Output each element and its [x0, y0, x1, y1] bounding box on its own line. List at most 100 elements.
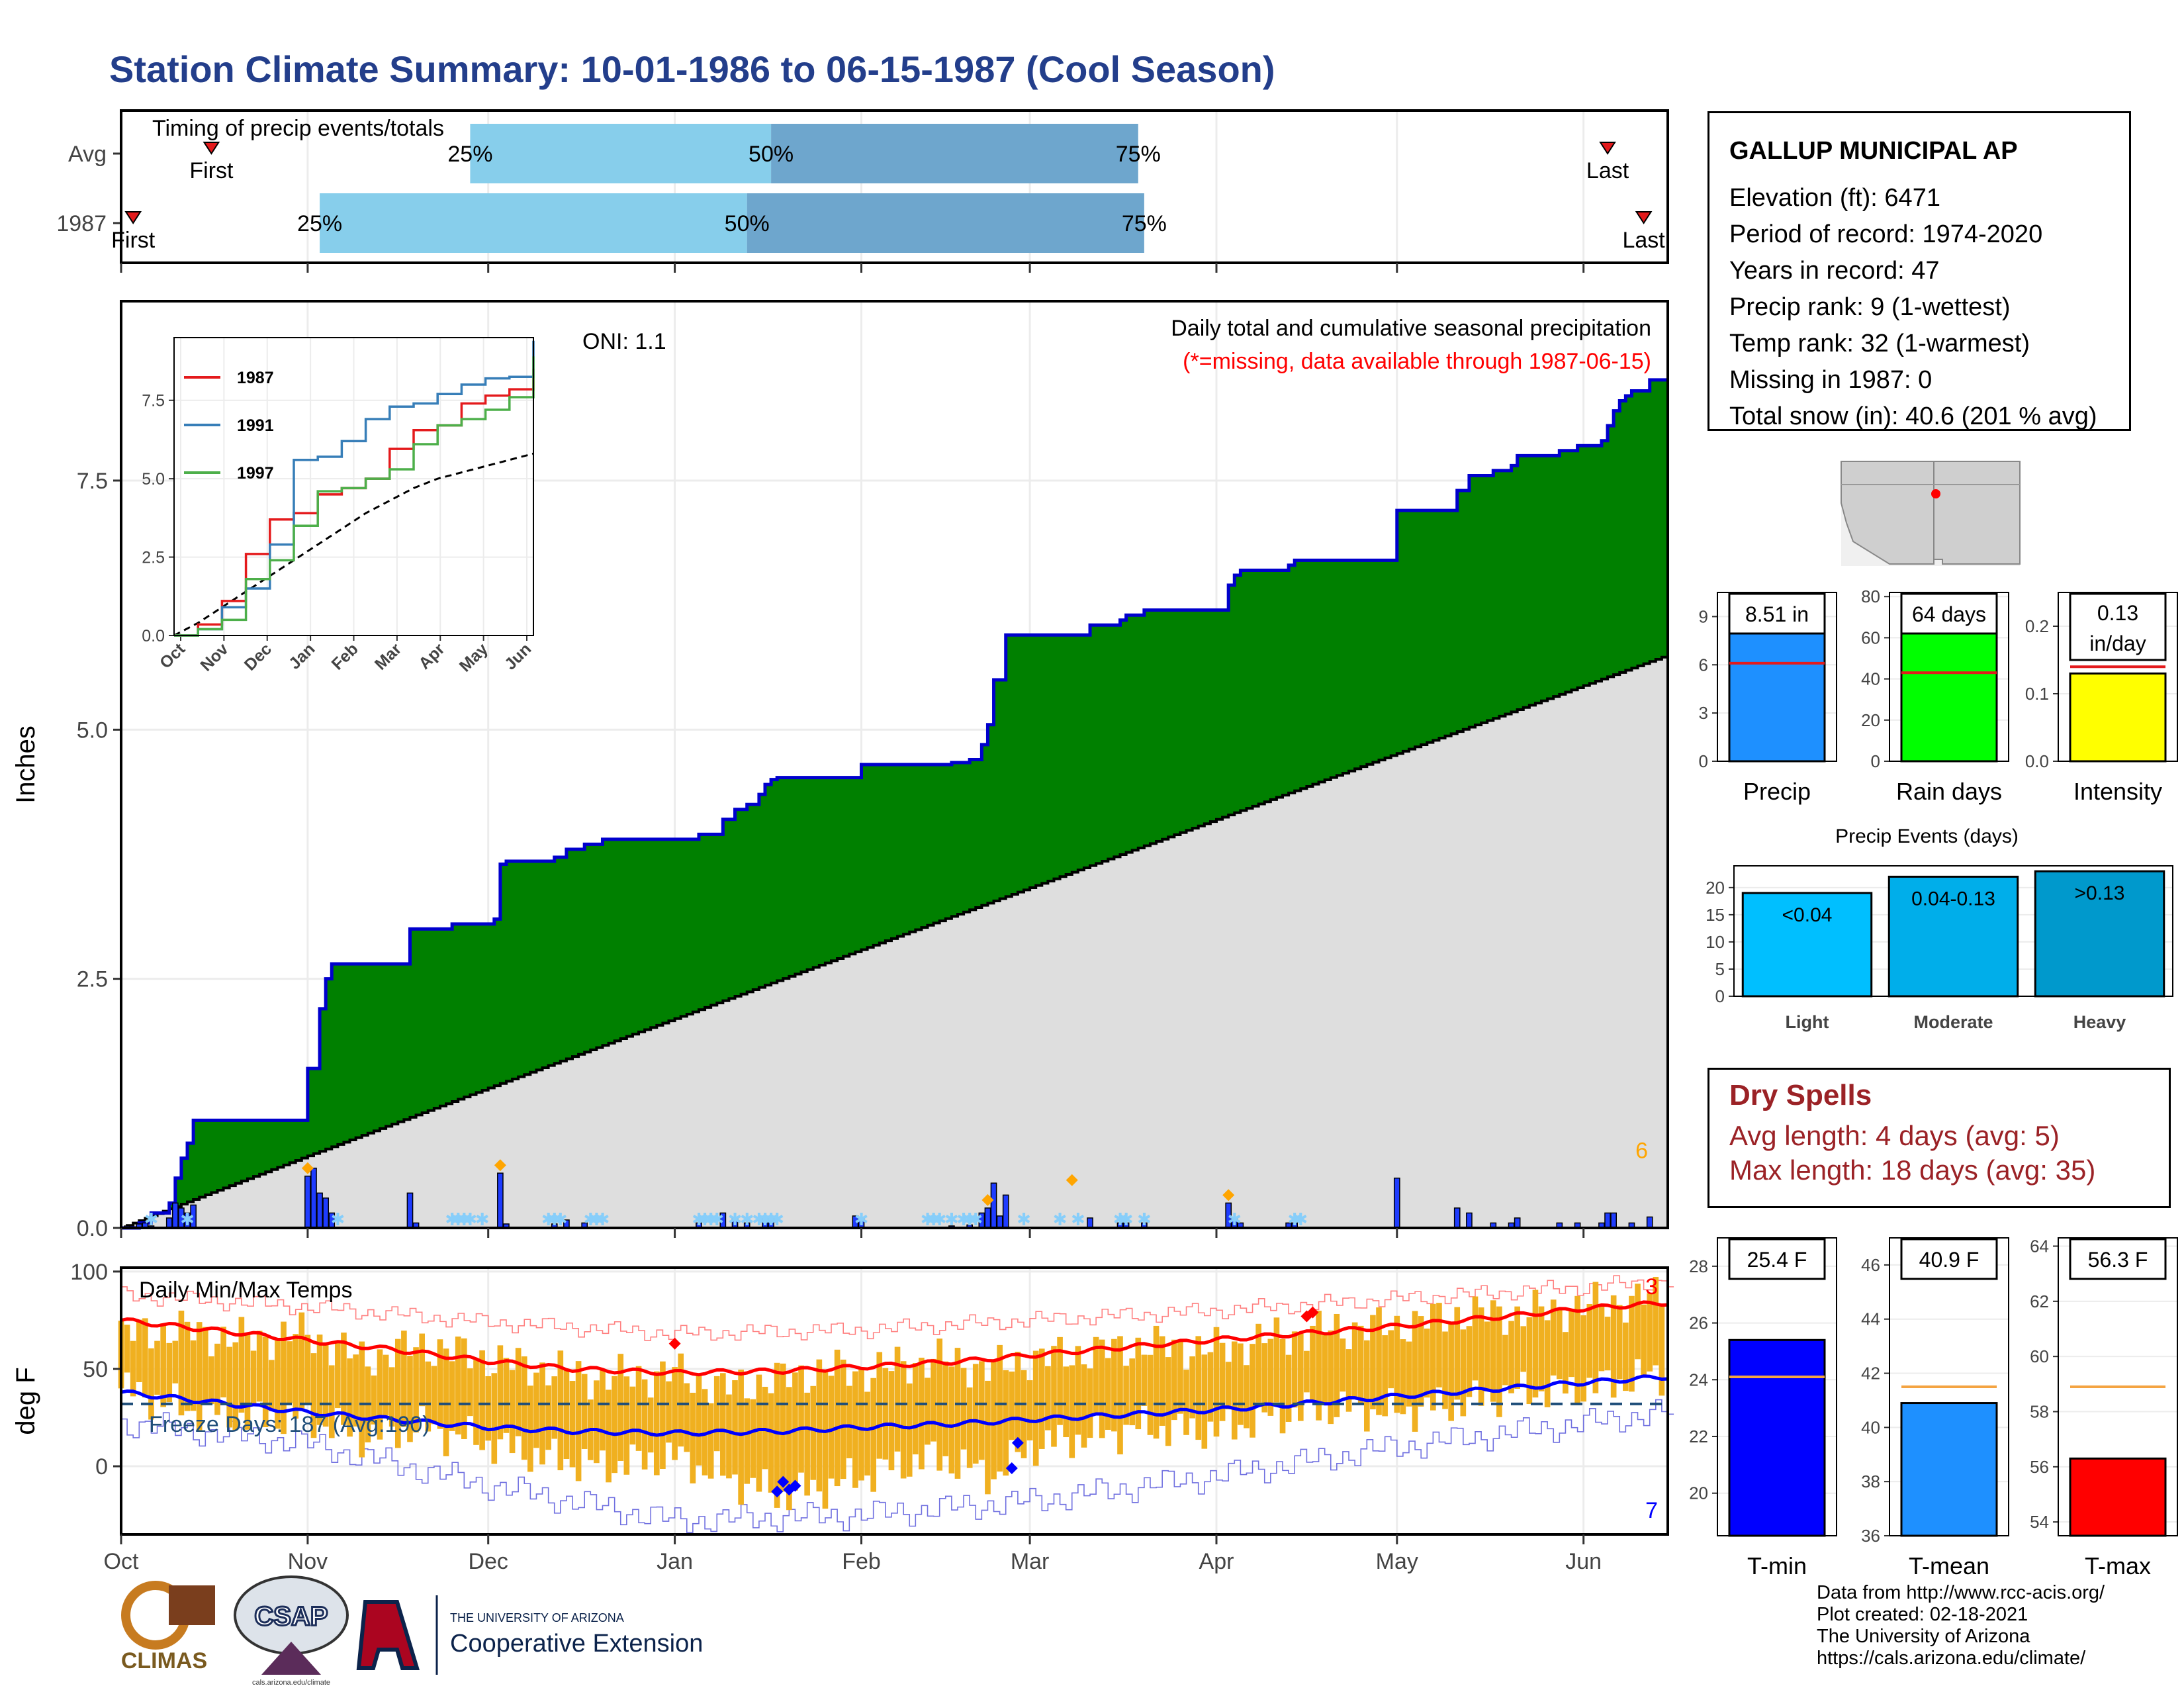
daily-temp-bar [804, 1392, 810, 1496]
page-title: Station Climate Summary: 10-01-1986 to 0… [109, 48, 1275, 90]
inset-legend-label: 1987 [237, 369, 274, 387]
daily-temp-bar [1021, 1370, 1027, 1458]
daily-precip-bar [1604, 1212, 1611, 1229]
daily-temp-bar [298, 1312, 305, 1410]
snow-mark: ✱ [709, 1209, 724, 1229]
station-missing: Missing in 1987: 0 [1729, 366, 1933, 394]
precip-corner-count: 6 [1635, 1139, 1648, 1164]
daily-temp-bar [906, 1383, 913, 1477]
mini-value-label: 64 days [1912, 602, 1986, 626]
inset-ytick-label: 5.0 [142, 470, 165, 489]
daily-temp-bar [816, 1359, 823, 1492]
record-precip-mark [1066, 1174, 1078, 1186]
daily-temp-bar [1635, 1284, 1641, 1360]
daily-temp-bar [1490, 1300, 1496, 1402]
daily-temp-bar [202, 1327, 208, 1402]
mini-ytick-label: 44 [1861, 1309, 1880, 1329]
daily-temp-bar [275, 1338, 281, 1429]
daily-temp-bar [1285, 1354, 1292, 1422]
timing-pct-label: 25% [297, 211, 342, 236]
mini-value-bar [2069, 672, 2167, 763]
snow-mark: ✱ [1227, 1209, 1242, 1229]
daily-temp-bar [750, 1399, 756, 1478]
daily-temp-bar [1550, 1299, 1557, 1376]
snow-mark: ✱ [962, 1209, 977, 1229]
daily-temp-bar [172, 1340, 179, 1383]
daily-temp-bar [972, 1364, 979, 1464]
daily-temp-bar [1580, 1315, 1587, 1402]
mini-ytick-label: 40 [1861, 669, 1880, 689]
daily-temp-bar [1484, 1321, 1490, 1391]
daily-temp-bar [232, 1342, 239, 1430]
daily-temp-bar [1129, 1358, 1136, 1426]
mini-ytick-label: 28 [1689, 1256, 1708, 1276]
daily-temp-bar [359, 1341, 365, 1458]
daily-temp-bar [208, 1356, 214, 1405]
daily-temp-bar [600, 1370, 606, 1451]
daily-temp-bar [1496, 1306, 1502, 1417]
daily-temp-bar [569, 1381, 576, 1468]
station-precip-rank: Precip rank: 9 (1-wettest) [1729, 293, 2011, 321]
daily-temp-bar [1255, 1323, 1261, 1403]
daily-temp-bar [136, 1319, 142, 1383]
daily-temp-bar [1442, 1331, 1448, 1409]
precip-ytick-label: 2.5 [77, 967, 108, 992]
snow-mark: ✱ [770, 1209, 784, 1229]
daily-temp-bar [720, 1373, 726, 1476]
daily-temp-bar [1123, 1366, 1129, 1425]
daily-temp-bar [1063, 1366, 1069, 1438]
snow-mark: ✱ [1017, 1209, 1031, 1229]
snow-mark: ✱ [457, 1209, 471, 1229]
ua-cooperative-extension-text: Cooperative Extension [450, 1630, 703, 1658]
daily-temp-bar [1472, 1296, 1479, 1381]
daily-temp-bar [1508, 1321, 1514, 1393]
timing-bar-q2 [470, 124, 772, 183]
daily-temp-bar [925, 1378, 931, 1445]
daily-temp-bar [1526, 1317, 1533, 1405]
daily-temp-bar [256, 1331, 263, 1402]
daily-temp-bar [834, 1349, 841, 1487]
events-frame [1733, 865, 2173, 997]
daily-temp-bar [455, 1336, 461, 1434]
daily-temp-bar [527, 1385, 533, 1472]
daily-temp-bar [196, 1322, 203, 1432]
daily-temp-bar [997, 1344, 1003, 1472]
events-bar [1888, 875, 2019, 998]
daily-temp-bar [371, 1375, 377, 1425]
daily-temp-bar [641, 1379, 648, 1470]
daily-temp-bar [690, 1392, 696, 1483]
mini-value-bar [2069, 1457, 2167, 1537]
mini-value-bar [1900, 1402, 1998, 1537]
daily-temp-bar [184, 1321, 191, 1411]
snow-mark: ✱ [740, 1209, 754, 1229]
inset-ytick-label: 2.5 [142, 549, 165, 567]
daily-temp-bar [612, 1376, 617, 1474]
station-temp-rank: Temp rank: 32 (1-warmest) [1729, 330, 2030, 357]
snow-mark: ✱ [704, 1209, 718, 1229]
daily-temp-bar [684, 1383, 690, 1452]
mini-category-label: Rain days [1896, 778, 2002, 805]
daily-temp-bar [1418, 1316, 1424, 1407]
logos: CLIMAS CSAP cals.arizona.edu/climate THE UN… [121, 1575, 703, 1687]
snow-mark: ✱ [541, 1209, 556, 1229]
daily-temp-bar [1195, 1336, 1202, 1440]
snow-mark: ✱ [180, 1209, 195, 1229]
events-category-label: Light [1786, 1012, 1829, 1032]
events-ytick-label: 15 [1706, 905, 1725, 925]
daily-temp-bar [124, 1325, 130, 1373]
daily-temp-bar [238, 1317, 245, 1413]
daily-precip-bar [1393, 1177, 1400, 1229]
timing-first-label: First [111, 228, 156, 253]
precip-frame [120, 300, 1669, 1229]
csap-url-text: cals.arizona.edu/climate [252, 1679, 330, 1687]
daily-temp-bar [738, 1370, 744, 1505]
record-low-mark [789, 1479, 801, 1492]
mini-ytick-label: 58 [2030, 1402, 2049, 1422]
mini-category-label: T-min [1747, 1552, 1807, 1579]
daily-temp-bar [1177, 1341, 1183, 1414]
snow-mark: ✱ [330, 1209, 345, 1229]
daily-temp-bar [1153, 1325, 1160, 1439]
snow-mark: ✱ [764, 1209, 778, 1229]
daily-temp-bar [154, 1340, 160, 1395]
temp-summary-bars: 20 22 24 26 28 25.4 F T-min 36 38 40 42 44 46 40.9 F T… [1689, 1237, 2178, 1579]
